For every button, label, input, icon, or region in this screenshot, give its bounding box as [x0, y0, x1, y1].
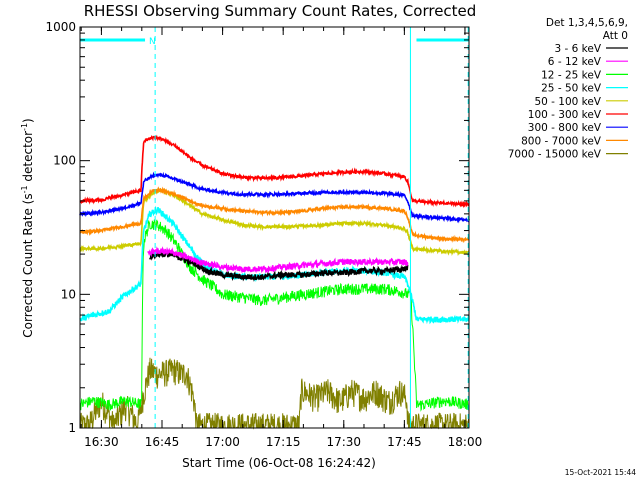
- x-tick-label: 18:00: [448, 435, 483, 449]
- series-100-300-kev-line: [79, 134, 470, 209]
- legend-item-label: 50 - 100 keV: [534, 96, 601, 108]
- legend-item-label: 3 - 6 keV: [554, 43, 601, 55]
- x-axis-label: Start Time (06-Oct-08 16:24:42): [182, 456, 376, 470]
- y-axis-label: Corrected Count Rate (s-1 detector-1): [20, 118, 35, 337]
- legend-item-label: 800 - 7000 keV: [521, 135, 602, 147]
- y-tick-label: 10: [61, 287, 76, 301]
- legend-item-label: 7000 - 15000 keV: [508, 149, 602, 161]
- flag-layer: N: [80, 27, 469, 428]
- x-tick-label: 16:45: [145, 435, 180, 449]
- x-tick-label: 17:30: [326, 435, 361, 449]
- y-axis: 1 10 100 1000: [45, 20, 469, 435]
- legend-item-label: 6 - 12 keV: [548, 56, 602, 68]
- flag-label: N: [149, 37, 156, 47]
- legend-item-label: 100 - 300 keV: [528, 109, 602, 121]
- x-tick-label: 17:45: [387, 435, 422, 449]
- y-tick-label: 1000: [45, 20, 76, 34]
- series-layer: [79, 134, 470, 430]
- y-axis-label-sup2: -1: [20, 123, 29, 131]
- x-tick-label: 16:30: [84, 435, 119, 449]
- series-12-25-kev-line: [79, 219, 470, 412]
- series-7000-15000-kev-line: [79, 357, 470, 430]
- legend-item-label: 300 - 800 keV: [528, 122, 602, 134]
- plot-frame: [79, 26, 470, 429]
- y-axis-label-mid: detector: [21, 131, 35, 186]
- y-tick-label: 100: [53, 154, 76, 168]
- legend-item-label: 12 - 25 keV: [541, 69, 602, 81]
- timestamp: 15-Oct-2021 15:44: [565, 468, 636, 477]
- x-axis: 16:30 16:45 17:00 17:15 17:30 17:45 18:00: [80, 27, 483, 449]
- y-axis-label-end: ): [21, 118, 35, 123]
- chart-title: RHESSI Observing Summary Count Rates, Co…: [84, 2, 477, 20]
- series-300-800-kev-line: [79, 171, 470, 224]
- x-tick-label: 17:15: [266, 435, 301, 449]
- series-25-50-kev-line: [79, 205, 470, 325]
- series-3-6-kev-line: [149, 249, 409, 282]
- legend-header-line-1: Det 1,3,4,5,6,9,: [546, 17, 628, 29]
- series-50-100-kev-line: [79, 187, 470, 257]
- series-800-7000-kev-line: [79, 186, 470, 244]
- series-6-12-kev-line: [147, 246, 409, 274]
- y-axis-label-main: Corrected Count Rate (s: [21, 193, 35, 337]
- legend-item-label: 25 - 50 keV: [541, 83, 602, 95]
- legend-header-line-2: Att 0: [603, 30, 628, 42]
- x-tick-label: 17:00: [205, 435, 240, 449]
- y-tick-label: 1: [68, 421, 76, 435]
- y-axis-label-sup1: -1: [20, 185, 29, 193]
